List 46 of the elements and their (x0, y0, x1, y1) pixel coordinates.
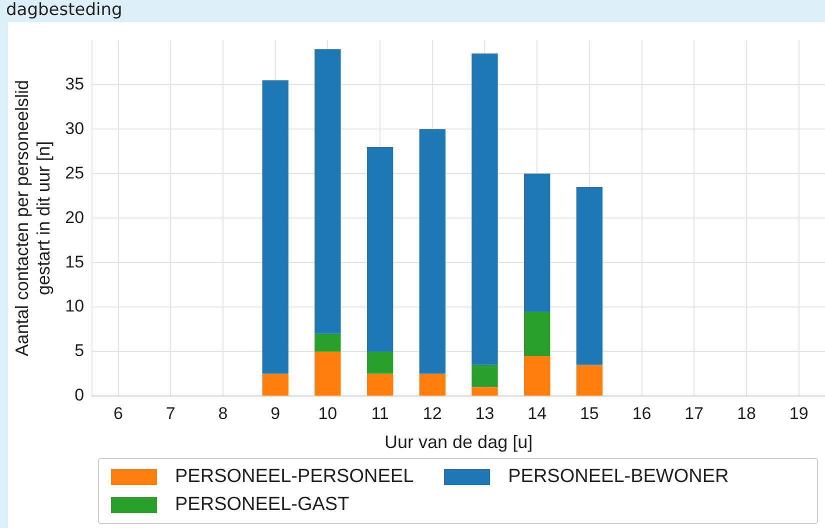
bar (472, 364, 498, 388)
x-tick-label: 7 (166, 404, 176, 423)
bar (314, 352, 341, 396)
y-tick-label: 15 (65, 252, 84, 272)
legend-label: PERSONEEL-GAST (175, 494, 350, 516)
y-tick-label: 10 (65, 296, 84, 316)
x-tick-label: 19 (789, 404, 808, 423)
y-tick-label: 35 (65, 74, 84, 94)
y-tick-label: 25 (65, 163, 84, 182)
y-tick-label: 30 (65, 118, 84, 138)
y-tick-label: 5 (74, 341, 84, 360)
bar (262, 374, 288, 396)
bar (314, 334, 341, 352)
legend-label: PERSONEEL-BEWONER (508, 466, 729, 488)
bar (366, 374, 394, 396)
x-tick-label: 18 (737, 404, 756, 423)
x-axis-title: Uur van de dag [u] (384, 432, 533, 452)
bar (576, 186, 603, 365)
y-axis-title: Aantal contacten per personeelslid gestart in dit uur [n] (12, 80, 54, 356)
bar (472, 54, 498, 365)
y-tick-label: 20 (65, 208, 84, 227)
bar (314, 49, 341, 334)
x-tick-label: 16 (632, 404, 652, 423)
x-tick-label: 13 (475, 404, 494, 423)
bar (419, 129, 446, 374)
bar (262, 80, 288, 374)
bar (366, 352, 394, 374)
x-tick-label: 12 (422, 404, 442, 423)
bar (524, 174, 550, 312)
x-tick-label: 17 (684, 404, 704, 423)
bar (576, 364, 603, 396)
bar (472, 387, 498, 396)
x-tick-label: 9 (270, 404, 280, 423)
legend-label: PERSONEEL-PERSONEEL (175, 466, 414, 488)
bar (524, 356, 550, 396)
x-tick-label: 10 (318, 404, 338, 423)
bar (419, 374, 446, 396)
x-tick-label: 8 (218, 404, 228, 423)
x-tick-label: 14 (528, 404, 547, 423)
x-tick-label: 11 (371, 404, 389, 423)
chart-title: dagbesteding (6, 0, 122, 22)
y-tick-label: 0 (74, 386, 84, 405)
x-tick-label: 6 (114, 404, 124, 423)
x-tick-label: 15 (580, 404, 599, 423)
bar (366, 146, 394, 352)
bar (524, 312, 550, 356)
